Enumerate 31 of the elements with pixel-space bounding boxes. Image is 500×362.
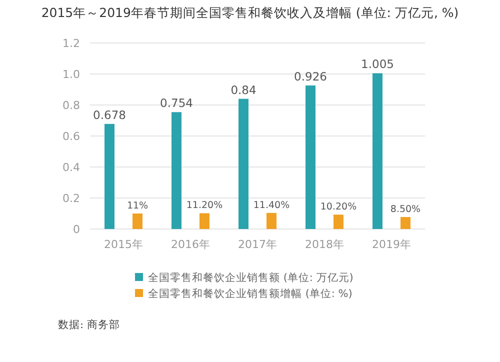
bar	[172, 112, 182, 229]
x-tick-label: 2015年	[104, 238, 143, 251]
x-tick-label: 2018年	[305, 238, 344, 251]
data-label: 0.84	[230, 82, 256, 97]
data-label: 0.678	[93, 108, 126, 122]
y-tick-label: 0.6	[62, 130, 80, 143]
data-label: 0.926	[294, 69, 327, 84]
y-tick-label: 1.2	[62, 37, 80, 50]
chart-title: 2015年～2019年春节期间全国零售和餐饮收入及增幅 (单位: 万亿元, %)	[41, 5, 459, 20]
bar	[306, 85, 316, 229]
data-label: 1.005	[361, 57, 394, 72]
data-label: 11.20%	[186, 200, 223, 212]
y-tick-label: 0.2	[62, 192, 80, 205]
y-tick-label: 0	[73, 223, 80, 236]
data-label: 8.50%	[390, 204, 421, 216]
legend-label: 全国零售和餐饮企业销售额增幅 (单位: %)	[148, 287, 352, 300]
text: 数据: 商务部	[58, 318, 120, 331]
data-label: 10.20%	[320, 202, 357, 213]
data-label: 11%	[126, 200, 148, 212]
x-tick-label: 2019年	[372, 238, 411, 251]
data-label: 11.40%	[253, 200, 290, 211]
bar	[372, 73, 382, 229]
bar	[104, 124, 114, 229]
y-tick-label: 0.8	[62, 99, 80, 112]
legend-label: 全国零售和餐饮企业销售额 (单位: 万亿元)	[148, 271, 354, 284]
x-tick-label: 2016年	[171, 238, 210, 251]
y-tick-label: 1.0	[62, 68, 80, 81]
bar	[238, 98, 248, 229]
y-tick-label: 0.4	[62, 161, 80, 174]
x-tick-label: 2017年	[238, 238, 277, 251]
data-label: 0.754	[160, 96, 193, 110]
